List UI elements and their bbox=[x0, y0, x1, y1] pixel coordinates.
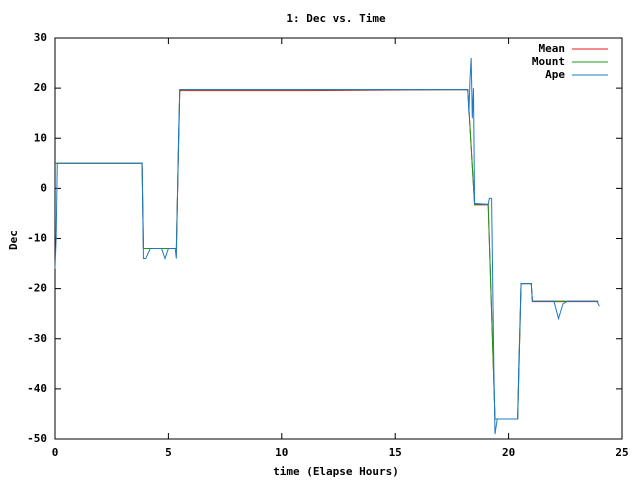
x-axis-label: time (Elapse Hours) bbox=[273, 465, 399, 478]
y-tick-label: -40 bbox=[27, 382, 47, 395]
x-tick-label: 5 bbox=[165, 446, 172, 459]
x-tick-label: 20 bbox=[502, 446, 515, 459]
y-tick-label: -30 bbox=[27, 332, 47, 345]
y-tick-label: -50 bbox=[27, 432, 47, 445]
y-tick-label: 0 bbox=[40, 181, 47, 194]
series-line bbox=[54, 58, 600, 435]
y-tick-label: 30 bbox=[34, 31, 47, 44]
y-tick-label: -10 bbox=[27, 232, 47, 245]
x-tick-label: 10 bbox=[275, 446, 288, 459]
legend-label: Mean bbox=[539, 42, 566, 55]
plot-border bbox=[54, 37, 623, 440]
legend-label: Ape bbox=[545, 68, 565, 81]
y-tick-label: -20 bbox=[27, 282, 47, 295]
x-tick-label: 25 bbox=[615, 446, 628, 459]
y-tick-label: 10 bbox=[34, 131, 47, 144]
x-tick-label: 0 bbox=[52, 446, 59, 459]
chart-title: 1: Dec vs. Time bbox=[286, 12, 386, 25]
legend-label: Mount bbox=[532, 55, 565, 68]
y-axis-label: Dec bbox=[7, 230, 20, 250]
x-tick-label: 15 bbox=[389, 446, 402, 459]
y-tick-label: 20 bbox=[34, 81, 47, 94]
